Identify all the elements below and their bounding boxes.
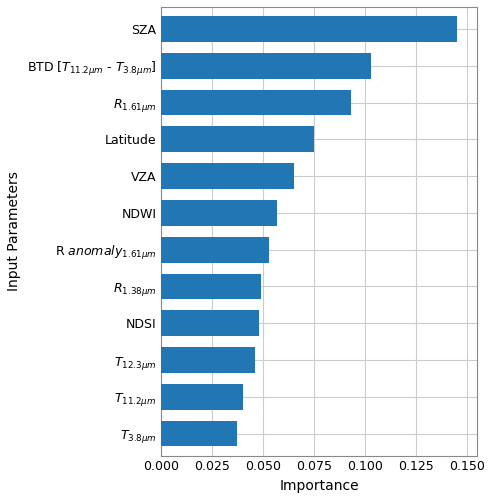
Bar	[161, 237, 270, 262]
Bar	[161, 420, 237, 446]
Bar	[161, 164, 294, 189]
Bar	[161, 16, 457, 42]
Bar	[161, 310, 259, 336]
Y-axis label: Input Parameters: Input Parameters	[7, 172, 21, 291]
Bar	[161, 90, 351, 116]
Bar	[161, 384, 243, 409]
Bar	[161, 200, 277, 226]
Bar	[161, 274, 261, 299]
Bar	[161, 126, 314, 152]
Bar	[161, 347, 255, 373]
X-axis label: Importance: Importance	[279, 479, 359, 493]
Bar	[161, 53, 371, 78]
